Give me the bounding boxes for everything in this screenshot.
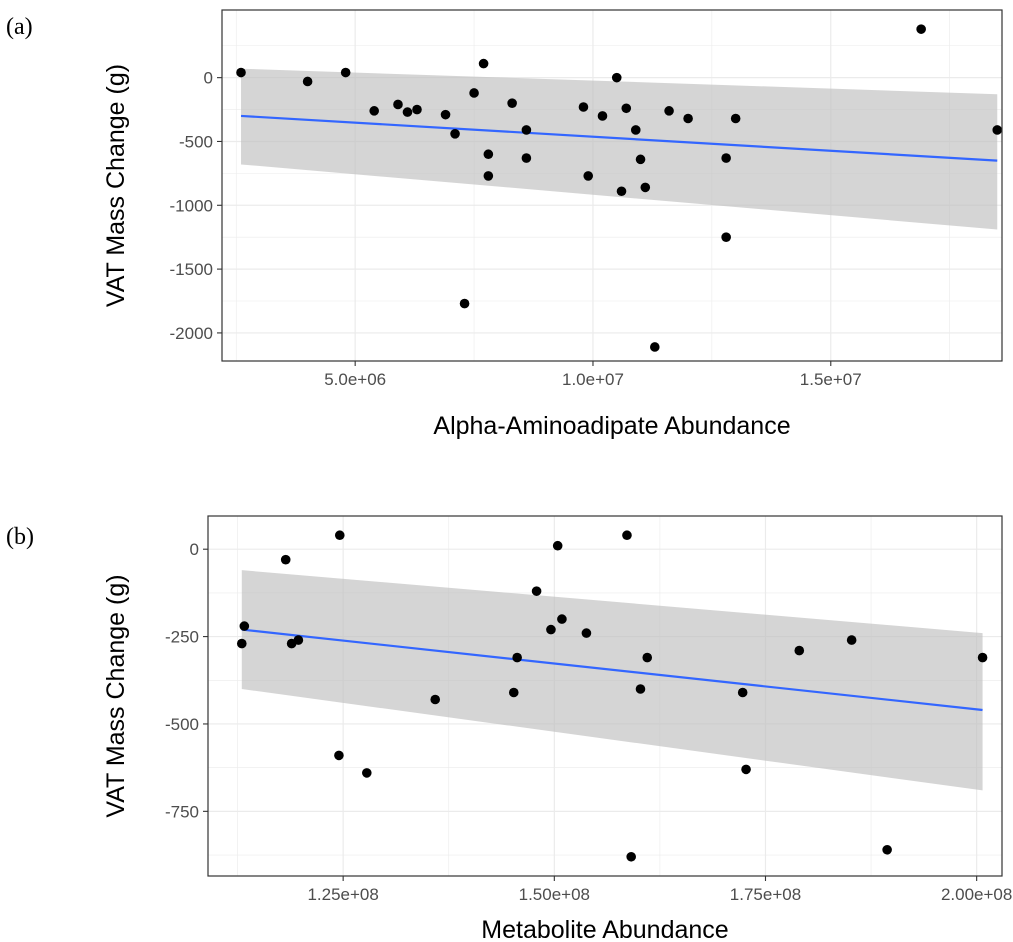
data-point: [635, 154, 646, 165]
y-tick-label: 0: [190, 540, 199, 559]
data-point: [616, 186, 627, 197]
data-point: [597, 111, 608, 121]
data-point: [546, 624, 556, 635]
data-point: [640, 182, 651, 193]
data-point: [334, 750, 344, 761]
y-tick-label: -1000: [170, 196, 213, 215]
data-point: [512, 652, 522, 663]
y-axis-title: VAT Mass Change (g): [102, 64, 130, 307]
data-point: [334, 530, 345, 541]
data-point: [846, 635, 857, 645]
data-point: [393, 99, 403, 110]
data-point: [412, 104, 422, 115]
y-tick-label: -500: [179, 132, 213, 151]
data-point: [664, 106, 674, 116]
x-tick-label: 2.00e+08: [941, 885, 1012, 904]
data-point: [622, 530, 632, 541]
data-point: [450, 129, 460, 139]
data-points: [236, 530, 988, 862]
data-point: [741, 764, 751, 775]
panel-border: [207, 515, 1003, 877]
data-point: [635, 684, 646, 694]
data-point: [611, 72, 622, 83]
data-point: [642, 652, 653, 663]
data-point: [581, 628, 592, 638]
panel-border: [221, 9, 1003, 362]
data-point: [362, 768, 372, 778]
chart-panel-1: (a) 0 -500 -1000 -1500 -2000 5.0e+06 1.0e+07 1.5…: [6, 9, 1003, 440]
regression-line: [241, 628, 983, 712]
y-tick-label: -2000: [170, 324, 213, 343]
data-point: [737, 687, 748, 698]
data-point: [621, 103, 632, 114]
data-point: [483, 171, 494, 181]
data-point: [293, 635, 304, 645]
x-tick-label: 1.50e+08: [519, 885, 590, 904]
data-point: [236, 638, 247, 649]
data-point: [440, 109, 451, 120]
y-tick-label: -250: [165, 628, 199, 647]
regression-line: [240, 114, 998, 162]
data-point: [402, 107, 413, 117]
confidence-band: [241, 68, 998, 230]
data-point: [369, 106, 379, 116]
y-tick-label: -750: [165, 802, 199, 821]
y-tick-label: 0: [204, 69, 213, 88]
data-point: [469, 88, 479, 98]
data-point: [531, 586, 542, 596]
data-point: [430, 694, 441, 705]
data-point: [478, 58, 489, 69]
data-point: [521, 125, 532, 135]
data-point: [794, 645, 805, 656]
panel-label: (b): [6, 524, 34, 550]
x-tick-label: 1.75e+08: [730, 885, 801, 904]
x-tick-label: 1.5e+07: [800, 370, 862, 389]
x-tick-label: 5.0e+06: [324, 370, 386, 389]
data-point: [721, 153, 731, 163]
data-point: [302, 76, 313, 87]
data-point: [626, 851, 636, 862]
data-points: [236, 24, 1003, 352]
y-tick-label: -1500: [170, 260, 213, 279]
data-point: [521, 153, 532, 163]
confidence-band: [241, 570, 983, 791]
data-point: [236, 67, 246, 78]
x-tick-label: 1.0e+07: [562, 370, 624, 389]
data-point: [578, 102, 589, 112]
data-point: [630, 125, 641, 135]
data-point: [916, 24, 926, 34]
data-point: [459, 298, 470, 309]
data-point: [992, 125, 1003, 135]
x-tick-label: 1.25e+08: [307, 885, 378, 904]
x-axis-title: Alpha-Aminoadipate Abundance: [433, 412, 790, 440]
data-point: [507, 98, 517, 108]
data-point: [683, 113, 693, 124]
y-tick-label: -500: [165, 715, 199, 734]
data-point: [730, 113, 741, 124]
data-point: [650, 342, 660, 352]
chart-panel-2: (b) 0 -250 -500 -750 1.25e+08 1.50e+08 1.75e+08…: [6, 515, 1012, 942]
panel-label: (a): [6, 14, 33, 40]
y-axis-title: VAT Mass Change (g): [102, 574, 130, 817]
data-point: [508, 687, 519, 698]
data-point: [977, 652, 988, 663]
data-point: [721, 232, 731, 242]
data-point: [552, 540, 563, 551]
x-axis-title: Metabolite Abundance: [481, 916, 728, 942]
data-point: [583, 171, 594, 181]
data-point: [483, 149, 494, 160]
data-point: [882, 844, 892, 855]
data-point: [280, 554, 291, 565]
data-point: [340, 67, 351, 78]
data-point: [239, 621, 250, 631]
data-point: [557, 614, 567, 624]
